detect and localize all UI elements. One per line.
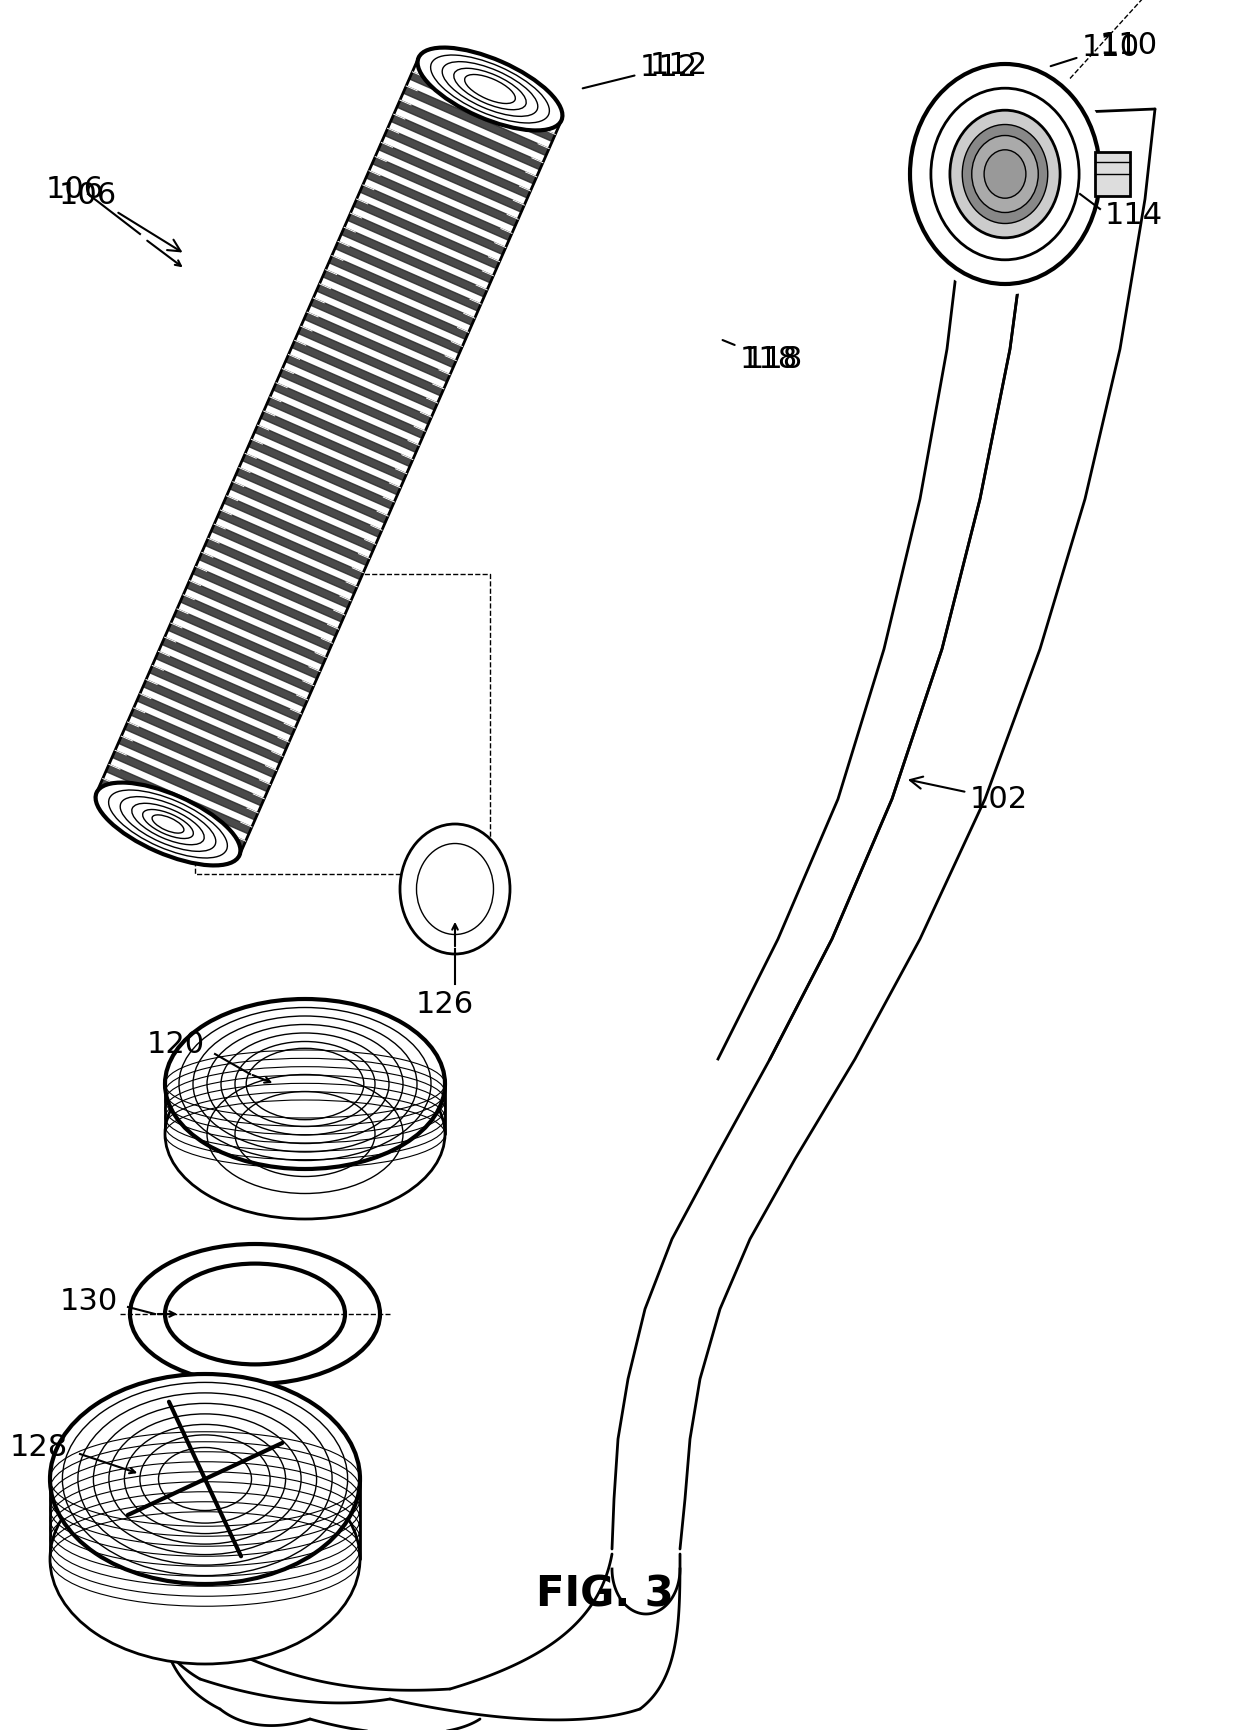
Text: 110: 110 xyxy=(1050,33,1140,67)
Bar xyxy=(1095,152,1130,197)
Polygon shape xyxy=(174,609,320,680)
Polygon shape xyxy=(186,581,332,650)
Ellipse shape xyxy=(985,151,1025,199)
Text: 102: 102 xyxy=(910,777,1028,815)
Polygon shape xyxy=(391,116,537,185)
Ellipse shape xyxy=(931,90,1079,261)
Polygon shape xyxy=(149,666,295,735)
Text: 114: 114 xyxy=(1105,201,1163,230)
Ellipse shape xyxy=(95,784,241,867)
Text: 106: 106 xyxy=(46,175,104,204)
Polygon shape xyxy=(273,384,419,453)
Polygon shape xyxy=(279,370,425,439)
Polygon shape xyxy=(112,751,258,820)
Polygon shape xyxy=(97,59,562,856)
Ellipse shape xyxy=(160,995,450,1175)
Polygon shape xyxy=(192,567,339,637)
Polygon shape xyxy=(229,483,376,552)
Polygon shape xyxy=(136,694,283,765)
Polygon shape xyxy=(366,171,512,240)
Polygon shape xyxy=(329,256,475,325)
Polygon shape xyxy=(254,426,401,495)
Polygon shape xyxy=(211,524,357,595)
Text: 118: 118 xyxy=(723,341,799,374)
Polygon shape xyxy=(347,215,494,284)
Polygon shape xyxy=(198,554,345,623)
Text: 112: 112 xyxy=(583,54,698,90)
Polygon shape xyxy=(99,778,246,849)
Polygon shape xyxy=(161,638,308,708)
Ellipse shape xyxy=(418,48,563,131)
Polygon shape xyxy=(180,595,326,664)
Polygon shape xyxy=(242,455,388,524)
Ellipse shape xyxy=(45,1368,365,1590)
Ellipse shape xyxy=(972,137,1038,213)
Text: 126: 126 xyxy=(415,990,474,1019)
Polygon shape xyxy=(248,439,394,510)
Polygon shape xyxy=(285,355,432,426)
Text: 128: 128 xyxy=(10,1432,68,1462)
Ellipse shape xyxy=(401,825,510,955)
Polygon shape xyxy=(105,765,252,834)
Text: 110: 110 xyxy=(1100,31,1158,59)
Ellipse shape xyxy=(417,844,494,934)
Polygon shape xyxy=(353,201,500,270)
Polygon shape xyxy=(223,497,370,566)
Polygon shape xyxy=(124,723,270,792)
Polygon shape xyxy=(130,709,277,778)
Text: 118: 118 xyxy=(745,346,804,374)
Polygon shape xyxy=(205,540,351,609)
Polygon shape xyxy=(298,327,444,396)
Polygon shape xyxy=(360,185,506,256)
Polygon shape xyxy=(341,228,487,298)
Polygon shape xyxy=(409,73,556,142)
Text: 120: 120 xyxy=(146,1029,205,1059)
Polygon shape xyxy=(267,398,413,467)
Polygon shape xyxy=(291,341,438,410)
Polygon shape xyxy=(260,412,407,481)
Polygon shape xyxy=(310,299,456,368)
Polygon shape xyxy=(236,469,382,538)
Text: FIG. 3: FIG. 3 xyxy=(536,1573,673,1616)
Polygon shape xyxy=(316,285,463,355)
Polygon shape xyxy=(167,625,314,694)
Polygon shape xyxy=(322,270,469,341)
Polygon shape xyxy=(415,59,562,128)
Polygon shape xyxy=(217,510,363,580)
Polygon shape xyxy=(372,157,518,227)
Ellipse shape xyxy=(900,55,1110,294)
Polygon shape xyxy=(118,737,264,806)
Text: 130: 130 xyxy=(60,1287,118,1317)
Ellipse shape xyxy=(910,66,1100,285)
Ellipse shape xyxy=(165,1000,445,1169)
Polygon shape xyxy=(397,100,543,171)
Polygon shape xyxy=(384,130,531,199)
Polygon shape xyxy=(378,144,525,213)
Ellipse shape xyxy=(962,126,1048,225)
Text: 106: 106 xyxy=(60,180,181,253)
Ellipse shape xyxy=(950,111,1060,239)
Polygon shape xyxy=(403,86,549,156)
Text: 112: 112 xyxy=(650,50,708,80)
Polygon shape xyxy=(335,242,481,311)
Polygon shape xyxy=(155,652,301,721)
Polygon shape xyxy=(304,313,450,382)
Polygon shape xyxy=(143,680,289,749)
Ellipse shape xyxy=(50,1455,360,1664)
Ellipse shape xyxy=(50,1374,360,1585)
Ellipse shape xyxy=(165,1050,445,1220)
